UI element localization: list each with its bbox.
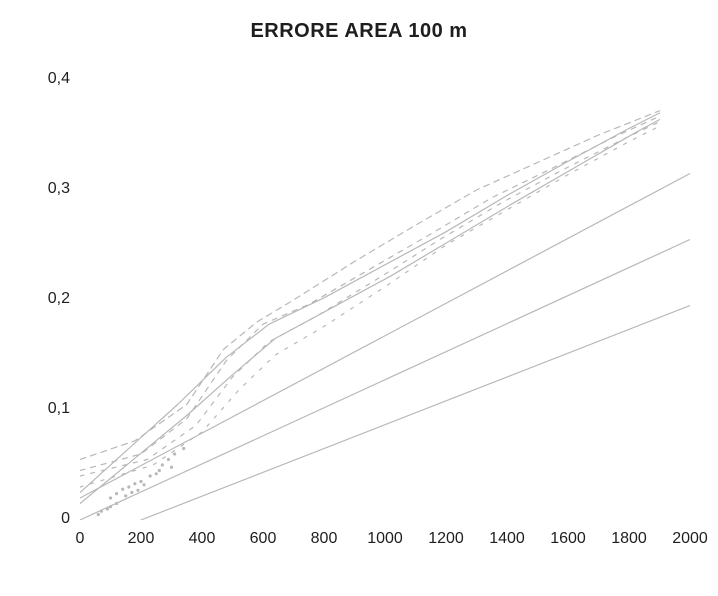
scatter-point: [109, 496, 112, 499]
series-lower-line-2: [80, 240, 690, 521]
plot-area: [80, 80, 690, 520]
scatter-point: [136, 489, 139, 492]
x-tick-label: 1000: [355, 530, 415, 548]
scatter-point: [106, 507, 109, 510]
y-tick-label: 0,4: [20, 70, 70, 88]
scatter-point: [127, 485, 130, 488]
series-straight-across-2: [80, 113, 660, 493]
x-tick-label: 2000: [660, 530, 718, 548]
series-upper-dash-1: [80, 111, 660, 460]
scatter-point: [97, 513, 100, 516]
scatter-point: [130, 491, 133, 494]
scatter-point: [139, 480, 142, 483]
scatter-point: [100, 510, 103, 513]
scatter-point: [149, 474, 152, 477]
scatter-point: [173, 452, 176, 455]
scatter-point: [124, 494, 127, 497]
scatter-point: [167, 458, 170, 461]
scatter-point: [133, 482, 136, 485]
y-tick-label: 0,1: [20, 400, 70, 418]
chart-svg: [80, 80, 690, 520]
x-tick-label: 1600: [538, 530, 598, 548]
series-lower-line-1: [141, 306, 690, 521]
y-tick-label: 0: [20, 510, 70, 528]
scatter-point: [161, 463, 164, 466]
scatter-point: [170, 466, 173, 469]
scatter-point: [142, 483, 145, 486]
x-tick-label: 1400: [477, 530, 537, 548]
series-mid-line: [80, 174, 690, 499]
scatter-point: [158, 469, 161, 472]
y-tick-label: 0,3: [20, 180, 70, 198]
series-upper-dash-4: [80, 126, 660, 487]
series-straight-across-1: [80, 120, 660, 504]
scatter-point: [115, 502, 118, 505]
chart-title: ERRORE AREA 100 m: [0, 20, 718, 43]
x-tick-label: 800: [294, 530, 354, 548]
scatter-point: [155, 472, 158, 475]
x-tick-label: 400: [172, 530, 232, 548]
scatter-point: [121, 488, 124, 491]
x-tick-label: 1200: [416, 530, 476, 548]
chart-container: ERRORE AREA 100 m 00,10,20,30,4020040060…: [0, 0, 718, 596]
y-tick-label: 0,2: [20, 290, 70, 308]
scatter-point: [182, 447, 185, 450]
scatter-point: [109, 505, 112, 508]
scatter-point: [115, 492, 118, 495]
x-tick-label: 600: [233, 530, 293, 548]
x-tick-label: 0: [50, 530, 110, 548]
series-upper-dash-3: [80, 122, 660, 476]
x-tick-label: 1800: [599, 530, 659, 548]
x-tick-label: 200: [111, 530, 171, 548]
